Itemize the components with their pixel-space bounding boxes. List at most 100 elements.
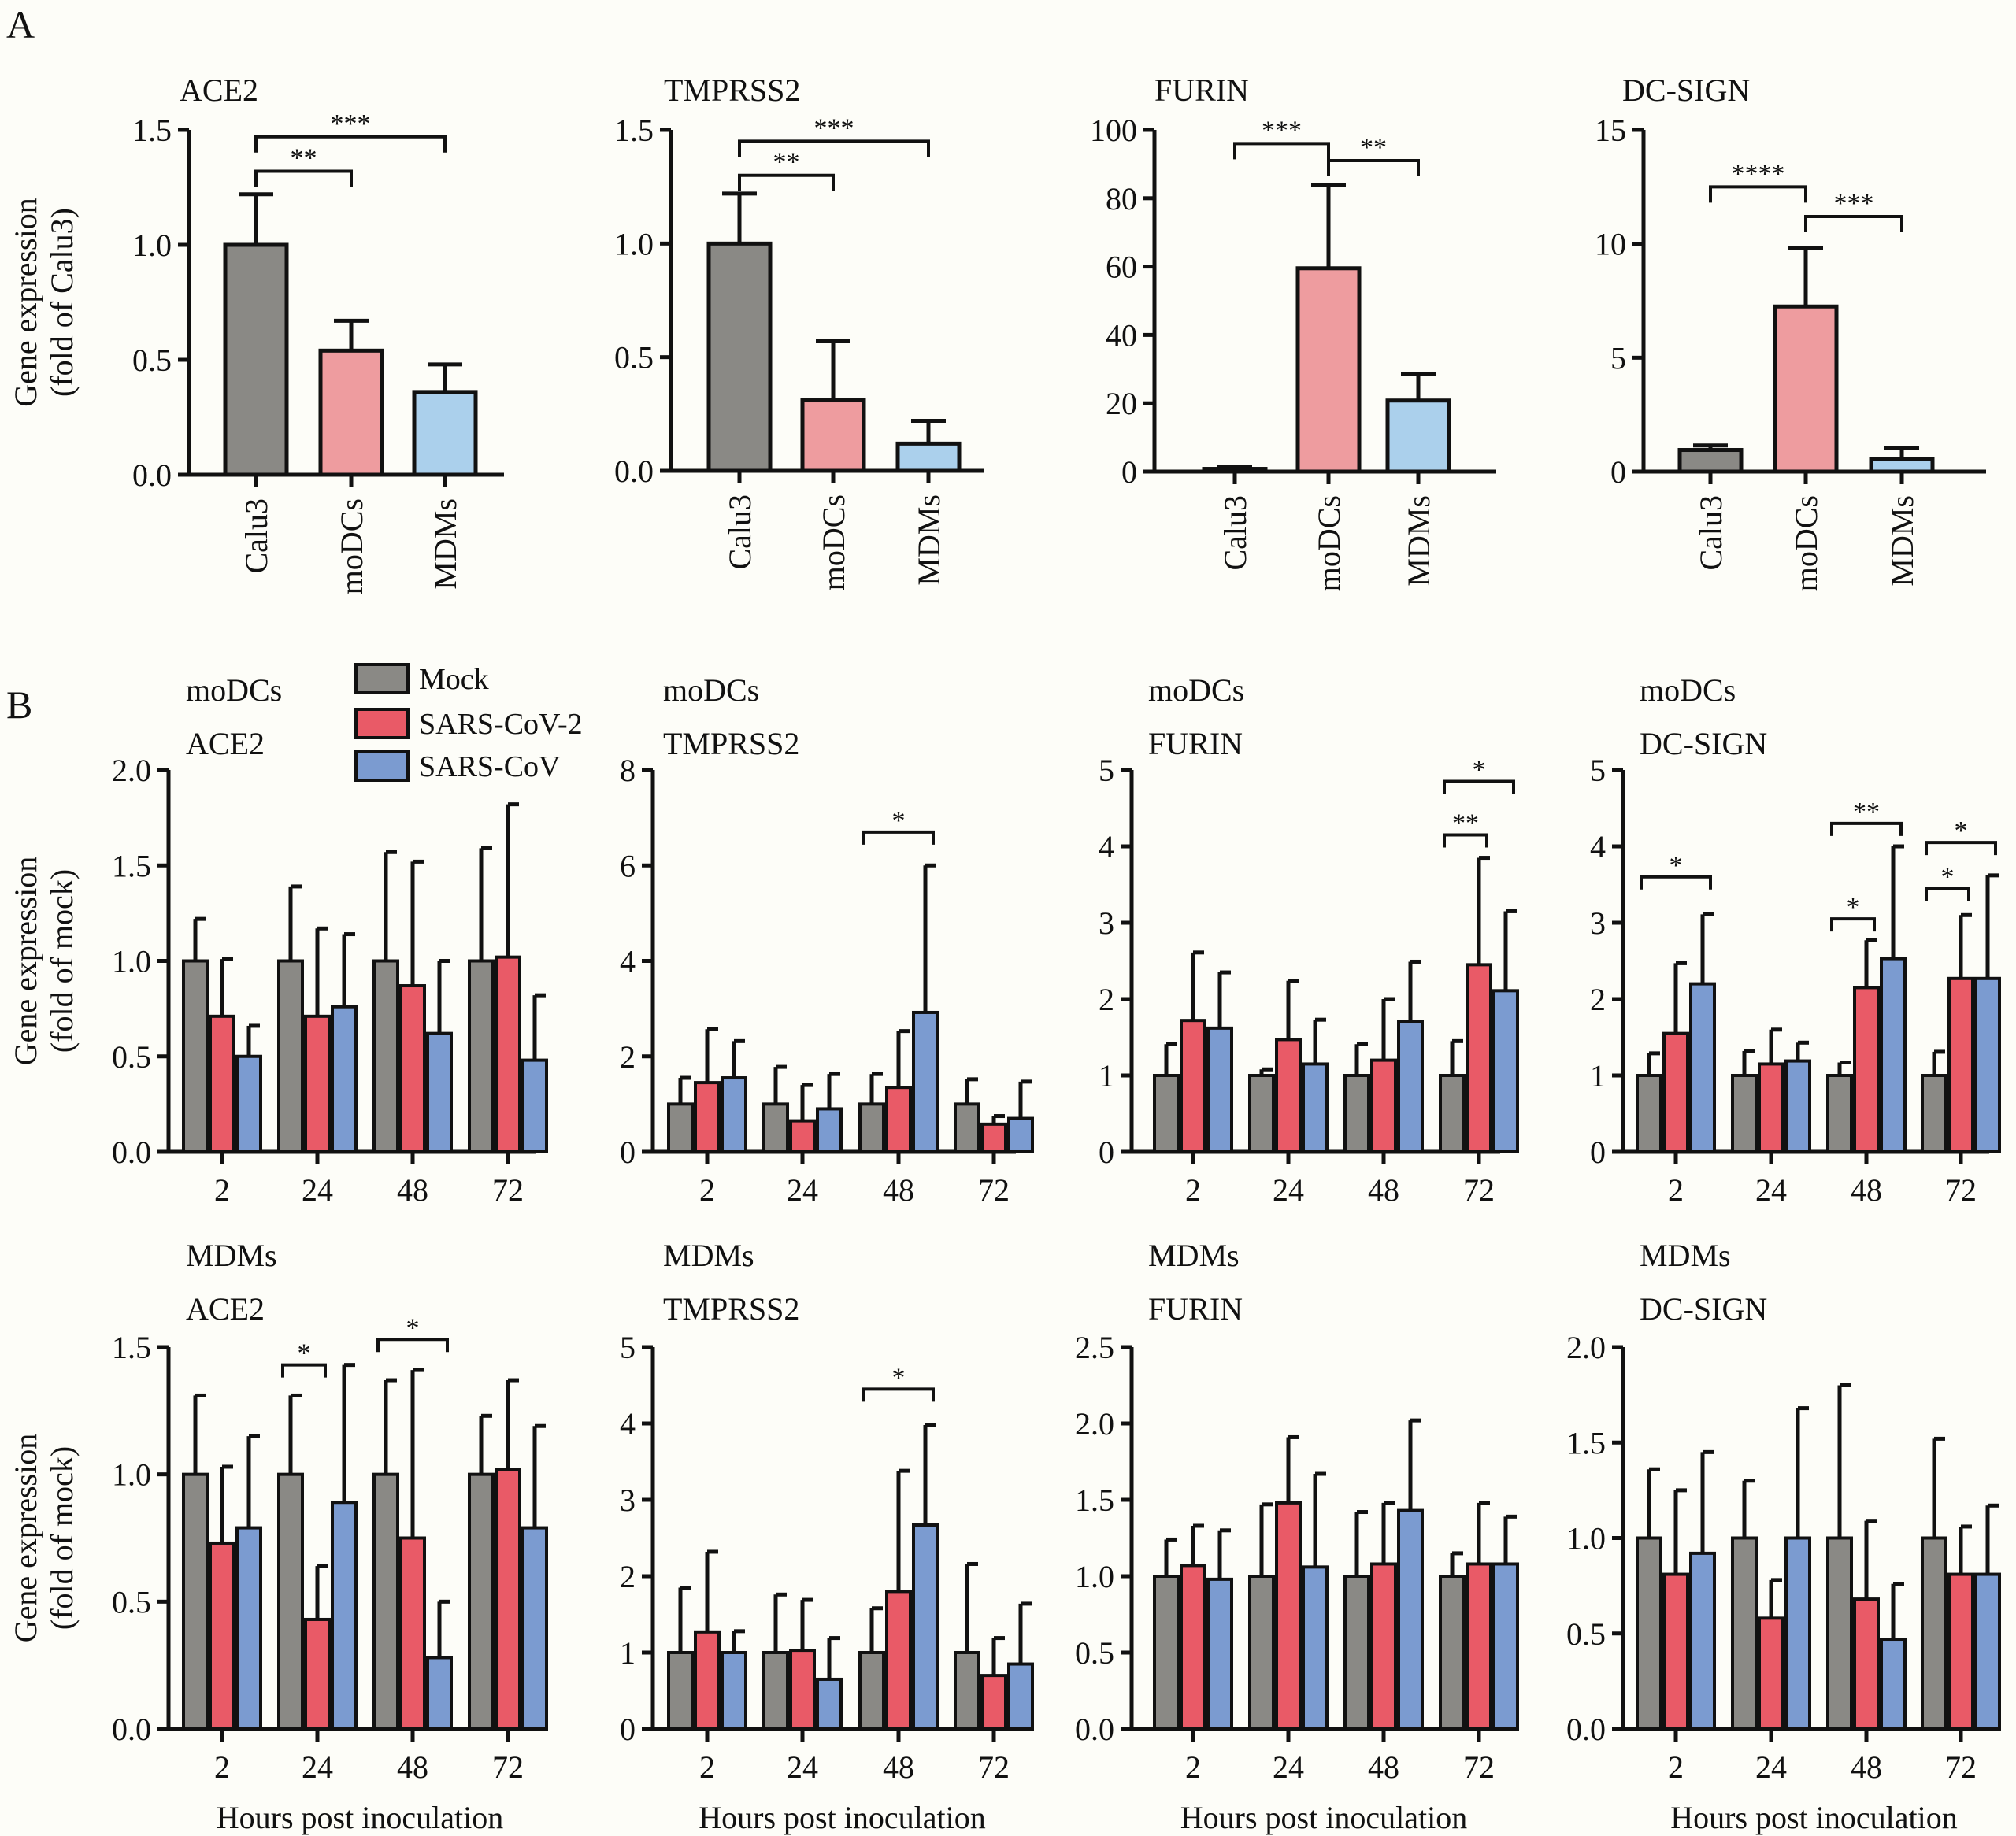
x-tick-label: 48	[1368, 1172, 1399, 1208]
bar-mock	[1826, 1074, 1853, 1153]
significance-label: **	[1853, 798, 1880, 827]
bar-mock	[858, 1651, 885, 1731]
bar-mock	[277, 959, 304, 1153]
bar-sars-cov-2	[1758, 1616, 1784, 1731]
chart-title: TMPRSS2	[663, 726, 799, 761]
bar-sars-cov	[1007, 1116, 1034, 1153]
bar-sars-cov-2	[789, 1119, 816, 1153]
bar-calu3	[706, 241, 773, 473]
bar-mdms	[1869, 457, 1935, 474]
y-tick-label: 1.0	[614, 226, 654, 261]
bar-sars-cov-2	[1370, 1562, 1397, 1731]
bar-sars-cov	[1492, 989, 1519, 1153]
bar-sars-cov	[1397, 1020, 1424, 1153]
legend-label-mock: Mock	[419, 663, 489, 696]
bar-sars-cov-2	[1947, 976, 1974, 1154]
bar-sars-cov	[912, 1010, 939, 1153]
legend-label-sars-cov-2: SARS-CoV-2	[419, 708, 583, 741]
y-tick-label: 20	[1106, 386, 1137, 421]
x-tick-label: 24	[1273, 1172, 1304, 1208]
x-tick-label: 24	[302, 1749, 333, 1785]
x-tick-label: 72	[978, 1172, 1010, 1208]
significance-label: **	[1360, 133, 1387, 162]
bar-sars-cov	[1880, 1638, 1907, 1731]
x-tick-label: 2	[214, 1172, 230, 1208]
y-tick-label: 1.0	[112, 944, 151, 979]
legend-label-sars-cov: SARS-CoV	[419, 750, 561, 783]
y-tick-label: 0	[1610, 454, 1626, 490]
significance-label: *	[298, 1339, 311, 1368]
y-tick-label: 0.0	[112, 1135, 151, 1170]
y-axis-label-unit: (fold of mock)	[44, 869, 80, 1053]
x-tick-label: 2	[1668, 1749, 1684, 1785]
significance-bracket	[862, 1387, 935, 1402]
x-tick-label: 72	[1945, 1749, 1977, 1785]
bar-modcs	[800, 398, 866, 473]
bar-mock	[277, 1472, 304, 1731]
y-tick-label: 10	[1595, 227, 1626, 262]
bar-sars-cov-2	[1275, 1501, 1302, 1731]
significance-bracket	[738, 173, 835, 191]
significance-label: *	[406, 1313, 420, 1342]
x-tick-label: 24	[1755, 1749, 1787, 1785]
y-tick-label: 5	[1590, 753, 1606, 788]
chart-title: TMPRSS2	[663, 1291, 799, 1327]
bar-mock	[1921, 1536, 1947, 1731]
bar-sars-cov	[1302, 1565, 1329, 1731]
bar-sars-cov-2	[304, 1014, 331, 1153]
x-tick-label: 2	[1185, 1172, 1201, 1208]
x-category-label: Calu3	[239, 498, 274, 574]
bar-mock	[372, 959, 399, 1153]
bar-mock	[1439, 1575, 1466, 1731]
bar-sars-cov	[1784, 1059, 1811, 1153]
bar-mock	[468, 1472, 495, 1731]
chart-b-mdms-furin: MDMs FURIN 0.0 0.5 1.0 1.5 2.0 2.5 2 24 48 72 Hours …	[1075, 1238, 1519, 1835]
y-tick-label: 4	[1590, 829, 1606, 864]
bar-mock	[1921, 1074, 1947, 1153]
bar-mock	[1636, 1074, 1662, 1153]
significance-label: *	[892, 1363, 906, 1392]
x-tick-label: 48	[883, 1172, 914, 1208]
bar-mock	[667, 1102, 694, 1153]
x-tick-label: 2	[1668, 1172, 1684, 1208]
bar-modcs	[1295, 266, 1362, 474]
y-tick-label: 6	[620, 848, 636, 883]
significance-bracket	[1233, 142, 1330, 160]
significance-bracket	[1804, 214, 1903, 232]
y-tick-label: 2.0	[112, 753, 151, 788]
bar-sars-cov-2	[1180, 1019, 1206, 1154]
bar-mock	[1731, 1536, 1758, 1731]
y-tick-label: 2.0	[1566, 1330, 1606, 1365]
y-tick-label: 0.5	[132, 342, 172, 378]
significance-bracket	[1443, 833, 1488, 848]
bar-sars-cov	[1689, 1551, 1716, 1731]
x-category-label: MDMs	[1884, 495, 1920, 587]
chart-title: FURIN	[1148, 1291, 1243, 1327]
x-tick-label: 72	[1945, 1172, 1977, 1208]
bar-calu3	[223, 242, 289, 477]
bar-sars-cov	[1397, 1508, 1424, 1731]
x-category-label: MDMs	[1401, 495, 1436, 587]
significance-label: **	[291, 144, 317, 173]
bar-sars-cov-2	[1853, 986, 1880, 1153]
y-axis-label-unit: (fold of mock)	[44, 1446, 80, 1630]
bar-mock	[182, 959, 209, 1153]
cell-type-label: MDMs	[663, 1238, 754, 1273]
bar-sars-cov-2	[1275, 1038, 1302, 1154]
x-category-label: MDMs	[911, 494, 947, 586]
y-axis-label: Gene expression	[8, 1434, 43, 1642]
bar-sars-cov	[1206, 1577, 1233, 1731]
bar-mock	[1826, 1536, 1853, 1731]
bar-mock	[1248, 1074, 1275, 1153]
y-tick-label: 1.5	[1566, 1425, 1606, 1460]
cell-type-label: moDCs	[1148, 672, 1244, 708]
y-tick-label: 1.5	[132, 113, 172, 148]
y-tick-label: 1	[1099, 1058, 1114, 1094]
y-tick-label: 3	[1590, 905, 1606, 941]
chart-title: TMPRSS2	[664, 72, 800, 108]
significance-bracket	[254, 169, 353, 187]
x-tick-label: 48	[1851, 1172, 1882, 1208]
bar-sars-cov-2	[399, 1536, 426, 1731]
